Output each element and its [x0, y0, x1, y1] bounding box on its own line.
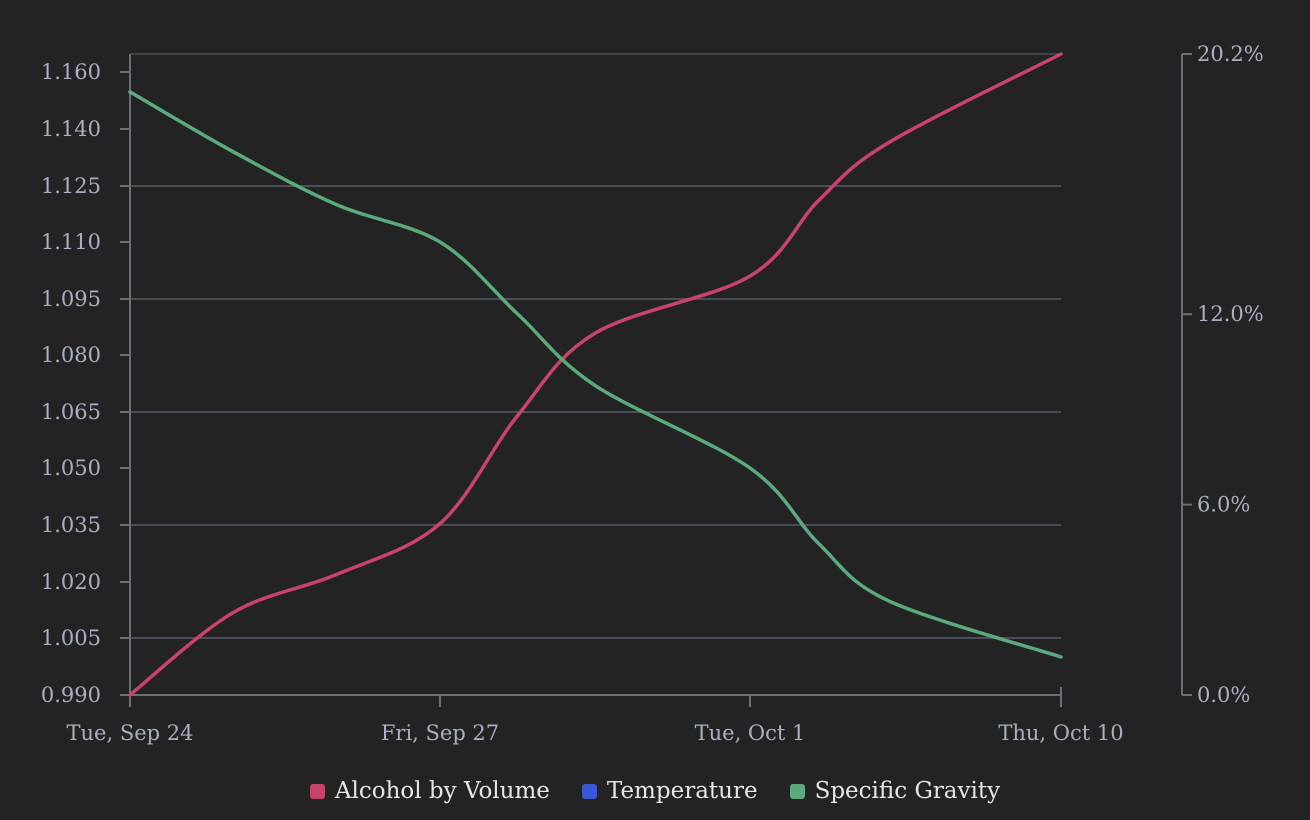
x-tick-label: Fri, Sep 27 [381, 721, 499, 745]
right-tick-label: 12.0% [1197, 302, 1264, 326]
legend-item-alcohol-by-volume[interactable]: Alcohol by Volume [309, 778, 550, 804]
x-tick-label: Tue, Sep 24 [67, 721, 194, 745]
legend-label-temperature: Temperature [606, 778, 758, 804]
legend-label-specific-gravity: Specific Gravity [814, 778, 1001, 804]
left-tick-label: 0.990 [41, 683, 101, 707]
left-tick-label: 1.160 [41, 60, 101, 84]
x-tick-label: Tue, Oct 1 [695, 721, 806, 745]
legend: Alcohol by Volume Temperature Specific G… [0, 778, 1310, 804]
left-tick-label: 1.080 [41, 343, 101, 367]
right-tick-label: 0.0% [1197, 683, 1250, 707]
left-tick-label: 1.035 [41, 513, 101, 537]
legend-swatch-specific-gravity [789, 783, 805, 799]
left-tick-label: 1.125 [41, 174, 101, 198]
left-tick-label: 1.005 [41, 626, 101, 650]
series-line-alcohol-by-volume [128, 52, 1063, 697]
left-tick-label: 1.020 [41, 570, 101, 594]
legend-item-specific-gravity[interactable]: Specific Gravity [789, 778, 1001, 804]
legend-label-alcohol-by-volume: Alcohol by Volume [334, 778, 550, 804]
left-tick-label: 1.110 [41, 230, 101, 254]
legend-swatch-temperature [581, 783, 597, 799]
left-tick-label: 1.065 [41, 400, 101, 424]
right-tick-label: 20.2% [1197, 42, 1264, 66]
legend-swatch-alcohol-by-volume [309, 783, 325, 799]
legend-item-temperature[interactable]: Temperature [581, 778, 758, 804]
left-tick-label: 1.095 [41, 287, 101, 311]
right-tick-label: 6.0% [1197, 493, 1250, 517]
left-tick-label: 1.140 [41, 117, 101, 141]
series-line-specific-gravity [128, 90, 1063, 659]
x-tick-label: Thu, Oct 10 [998, 721, 1123, 745]
left-tick-label: 1.050 [41, 456, 101, 480]
